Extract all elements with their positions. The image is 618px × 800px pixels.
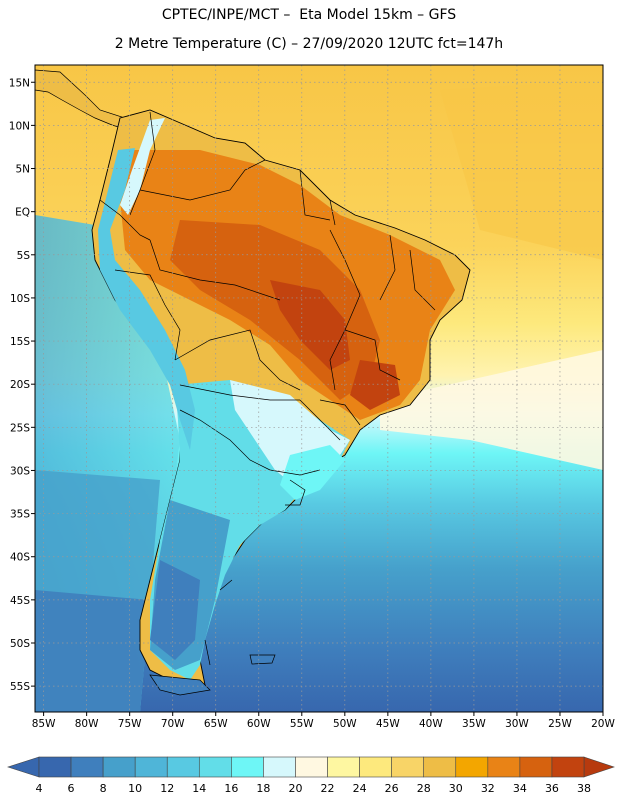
lon-label: 25W xyxy=(548,718,572,730)
lon-label: 50W xyxy=(333,718,357,730)
colorbar-label: 28 xyxy=(417,782,431,795)
lon-label: 80W xyxy=(75,718,99,730)
gridlines xyxy=(35,65,604,712)
colorbar-swatch xyxy=(519,756,553,778)
colorbar-label: 22 xyxy=(321,782,335,795)
lat-label: 15S xyxy=(10,336,30,348)
lat-label: EQ xyxy=(15,207,30,219)
colorbar-label: 26 xyxy=(385,782,399,795)
map-frame xyxy=(34,64,604,713)
colorbar-swatch xyxy=(102,756,136,778)
colorbar-label: 24 xyxy=(353,782,367,795)
colorbar-label: 16 xyxy=(224,782,238,795)
colorbar-swatch xyxy=(166,756,200,778)
lat-label: 35S xyxy=(10,509,30,521)
colorbar-swatch xyxy=(455,756,489,778)
lat-label: 5N xyxy=(15,164,30,176)
colorbar-swatch xyxy=(487,756,521,778)
axis-ticks: 15N 10N 5N EQ 5S 10S 15S 20S 25S 30S 35S 40S 45S 50S 5… xyxy=(9,77,616,730)
lat-label: 15N xyxy=(9,77,30,89)
lat-label: 25S xyxy=(10,422,30,434)
colorbar-swatch xyxy=(38,756,72,778)
map-title-line2: 2 Metre Temperature (C) – 27/09/2020 12U… xyxy=(114,36,504,52)
colorbar-swatch xyxy=(327,756,360,778)
lat-label: 50S xyxy=(10,638,30,650)
colorbar-label: 20 xyxy=(288,782,302,795)
lon-label: 20W xyxy=(591,718,615,730)
lon-label: 55W xyxy=(290,718,314,730)
colorbar: 4 6 8 10 12 14 16 18 20 22 24 26 28 30 32 34 36 38 xyxy=(7,756,615,795)
colorbar-label: 12 xyxy=(160,782,174,795)
lon-label: 70W xyxy=(161,718,185,730)
central-america xyxy=(35,69,129,131)
lon-label: 65W xyxy=(204,718,228,730)
lon-label: 75W xyxy=(118,718,142,730)
tierra-del-fuego xyxy=(149,674,211,696)
map-field xyxy=(35,65,603,712)
colorbar-swatch xyxy=(231,756,264,778)
colorbar-swatch xyxy=(295,756,328,778)
lat-label: 20S xyxy=(10,379,30,391)
colorbar-swatch xyxy=(134,756,168,778)
colorbar-label: 18 xyxy=(256,782,270,795)
colorbar-label: 4 xyxy=(36,782,43,795)
lat-label: 30S xyxy=(10,465,30,477)
colorbar-label: 8 xyxy=(100,782,107,795)
colorbar-swatch xyxy=(359,756,392,778)
colorbar-label: 34 xyxy=(513,782,527,795)
colorbar-swatch xyxy=(263,756,296,778)
lat-label: 10N xyxy=(9,120,30,132)
colorbar-label: 38 xyxy=(577,782,591,795)
lat-label: 5S xyxy=(17,250,31,262)
lat-label: 45S xyxy=(10,595,30,607)
colorbar-label: 30 xyxy=(449,782,463,795)
andes-cool-strip xyxy=(98,148,195,450)
lon-label: 45W xyxy=(376,718,400,730)
lat-label: 55S xyxy=(10,681,30,693)
colorbar-label: 32 xyxy=(481,782,495,795)
country-borders xyxy=(99,111,436,666)
colorbar-swatch xyxy=(551,756,585,778)
colorbar-label: 36 xyxy=(545,782,559,795)
colorbar-label: 6 xyxy=(68,782,75,795)
colorbar-high-arrow xyxy=(583,756,615,778)
lat-label: 40S xyxy=(10,552,30,564)
map-title-line1: CPTEC/INPE/MCT – Eta Model 15km – GFS xyxy=(161,7,457,23)
colorbar-label: 10 xyxy=(128,782,142,795)
colorbar-swatch xyxy=(423,756,457,778)
falkland-islands xyxy=(249,654,276,665)
colorbar-swatch xyxy=(198,756,232,778)
colorbar-label: 14 xyxy=(192,782,206,795)
lon-label: 60W xyxy=(247,718,271,730)
colorbar-swatch xyxy=(391,756,425,778)
lon-label: 35W xyxy=(462,718,486,730)
colorbar-low-arrow xyxy=(7,756,40,778)
lon-label: 40W xyxy=(419,718,443,730)
lon-label: 85W xyxy=(32,718,56,730)
lat-label: 10S xyxy=(10,293,30,305)
lon-label: 30W xyxy=(505,718,529,730)
colorbar-swatch xyxy=(70,756,104,778)
